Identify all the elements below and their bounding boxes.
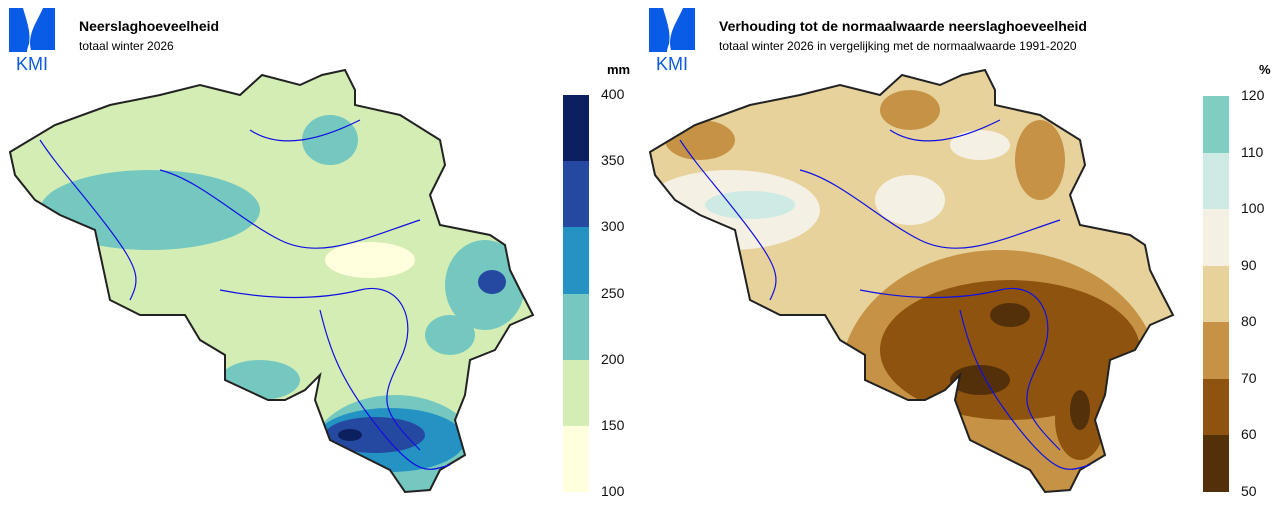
river <box>219 287 421 451</box>
map-subtitle: totaal winter 2026 <box>79 39 174 53</box>
legend-band <box>1203 378 1229 436</box>
map-title: Neerslaghoeveelheid <box>79 18 220 34</box>
river <box>679 139 777 301</box>
legend-tick: 300 <box>601 218 625 235</box>
legend-band <box>1203 322 1229 380</box>
legend-band <box>563 95 589 162</box>
legend-tick: 50 <box>1241 483 1257 499</box>
river <box>959 309 1091 470</box>
river <box>859 287 1061 451</box>
map-title: Verhouding tot de normaalwaarde neerslag… <box>719 18 1087 34</box>
legend-tick: 90 <box>1241 256 1257 273</box>
legend-tick: 250 <box>601 284 625 301</box>
river <box>159 169 421 249</box>
legend-band <box>563 161 589 228</box>
legend-band <box>563 227 589 294</box>
legend-band <box>563 293 589 361</box>
belgium-precipitation-map <box>8 68 535 494</box>
river <box>249 119 361 142</box>
legend-tick: 200 <box>601 350 625 367</box>
legend-band <box>1203 152 1229 210</box>
legend-tick: 110 <box>1241 143 1264 160</box>
legend-band <box>563 425 589 493</box>
kmi-logo: KMI <box>9 8 55 72</box>
river <box>39 139 137 301</box>
legend-tick: 120 <box>1241 87 1265 103</box>
river <box>889 119 1001 142</box>
precipitation-legend: 400 350 300 250 200 150 100 <box>563 86 624 499</box>
precipitation-panel: KMI Neerslaghoeveelheid totaal winter 20… <box>8 8 631 499</box>
legend-tick: 350 <box>601 152 625 169</box>
ratio-panel: KMI Verhouding tot de normaalwaarde neer… <box>640 0 1280 507</box>
legend-unit: mm <box>607 62 631 77</box>
svg-text:KMI: KMI <box>656 54 688 72</box>
legend-band <box>1203 265 1229 323</box>
legend-tick: 100 <box>1241 200 1265 217</box>
legend-tick: 400 <box>601 86 625 102</box>
kmi-logo: KMI <box>649 8 695 72</box>
map-subtitle: totaal winter 2026 in vergelijking met d… <box>719 39 1077 53</box>
belgium-ratio-map <box>648 68 1175 494</box>
legend-tick: 70 <box>1241 369 1257 386</box>
legend-band <box>563 359 589 427</box>
ratio-legend: 120 110 100 90 80 70 60 50 <box>1203 87 1264 499</box>
svg-text:KMI: KMI <box>16 54 48 72</box>
legend-tick: 150 <box>601 416 625 433</box>
legend-band <box>1203 96 1229 154</box>
river <box>319 309 451 470</box>
legend-band <box>1203 435 1229 493</box>
legend-band <box>1203 209 1229 267</box>
river <box>799 169 1061 249</box>
legend-tick: 60 <box>1241 426 1257 443</box>
legend-tick: 80 <box>1241 313 1257 330</box>
legend-tick: 100 <box>601 483 625 499</box>
legend-unit: % <box>1259 62 1271 77</box>
